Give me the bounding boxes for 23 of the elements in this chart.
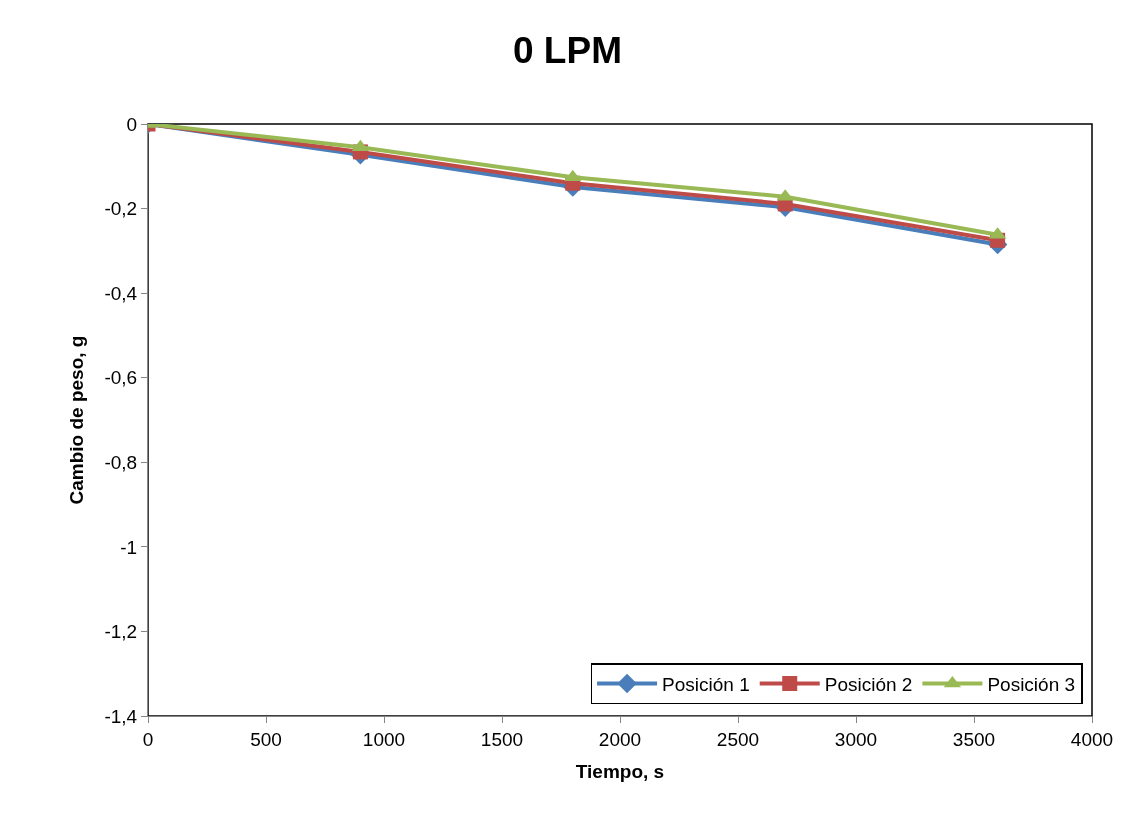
y-tick-label: 0	[126, 113, 138, 135]
x-tick-label: 500	[250, 728, 282, 750]
x-tick-label: 1000	[362, 728, 406, 750]
y-tick-label: -0,8	[104, 451, 138, 473]
x-tick-label: 1500	[480, 728, 524, 750]
x-tick-label: 3000	[834, 728, 878, 750]
y-tick-label: -0,4	[104, 282, 138, 304]
chart-title: 0 LPM	[513, 30, 622, 72]
y-tick-label: -1,2	[104, 621, 138, 643]
y-tick-label: -1	[120, 536, 138, 558]
y-tick-label: -1,4	[104, 705, 138, 727]
x-tick-label: 3500	[952, 728, 996, 750]
x-tick-label: 2000	[598, 728, 642, 750]
y-tick-label: -0,2	[104, 198, 138, 220]
y-axis-title: Cambio de peso, g	[66, 335, 88, 505]
x-axis-title: Tiempo, s	[575, 760, 665, 782]
x-tick-label: 2500	[716, 728, 760, 750]
legend-label: Posición 1	[662, 673, 750, 695]
x-tick-label: 4000	[1070, 728, 1114, 750]
legend-label: Posición 3	[987, 673, 1076, 695]
x-tick-label: 0	[142, 728, 154, 750]
y-tick-label: -0,6	[104, 367, 138, 389]
legend-label: Posición 2	[824, 673, 913, 695]
